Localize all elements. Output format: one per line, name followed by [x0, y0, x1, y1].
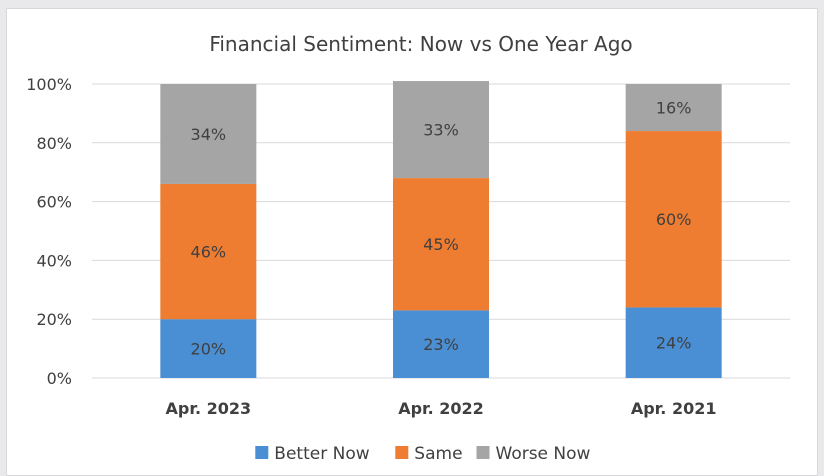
bar-segment [393, 310, 489, 378]
y-tick-label: 0% [47, 369, 72, 388]
bar-segment [625, 307, 722, 378]
bar-segment [625, 131, 722, 308]
data-label: 45% [423, 235, 459, 254]
x-tick-label: Apr. 2023 [166, 399, 252, 418]
x-tick-label: Apr. 2021 [631, 399, 717, 418]
y-tick-label: 20% [36, 310, 72, 329]
data-label: 46% [191, 243, 227, 262]
bar-segment [160, 319, 257, 378]
bar-segment [625, 84, 722, 132]
bar-segment [393, 81, 489, 179]
x-tick-label: Apr. 2022 [398, 399, 484, 418]
legend-swatch [395, 446, 409, 459]
bar-segment [160, 84, 257, 184]
y-axis: 0% 20% 40% 60% 80% 100% [26, 75, 72, 388]
y-tick-label: 40% [36, 251, 72, 270]
y-tick-label: 100% [26, 75, 72, 94]
x-axis: Apr. 2023 Apr. 2022 Apr. 2021 [166, 399, 717, 418]
bar-segment [160, 183, 257, 320]
y-tick-label: 80% [36, 134, 72, 153]
legend-swatch [255, 446, 269, 459]
legend-swatch [476, 446, 490, 459]
data-label: 33% [423, 121, 459, 140]
data-label: 16% [656, 99, 692, 118]
legend-label: Worse Now [496, 444, 591, 464]
legend-label: Same [414, 444, 462, 464]
bar-segment [393, 178, 489, 311]
chart-title: Financial Sentiment: Now vs One Year Ago [209, 32, 632, 56]
legend: Better Now Same Worse Now [255, 444, 591, 464]
data-label: 34% [191, 125, 227, 144]
legend-label: Better Now [274, 444, 369, 464]
y-tick-label: 60% [36, 193, 72, 212]
data-label: 23% [423, 335, 459, 354]
bars: 20% 46% 34% 23% 45% 33% 24% 60% 16% [160, 81, 722, 378]
data-label: 20% [191, 340, 227, 359]
data-label: 24% [656, 334, 692, 353]
data-label: 60% [656, 210, 692, 229]
